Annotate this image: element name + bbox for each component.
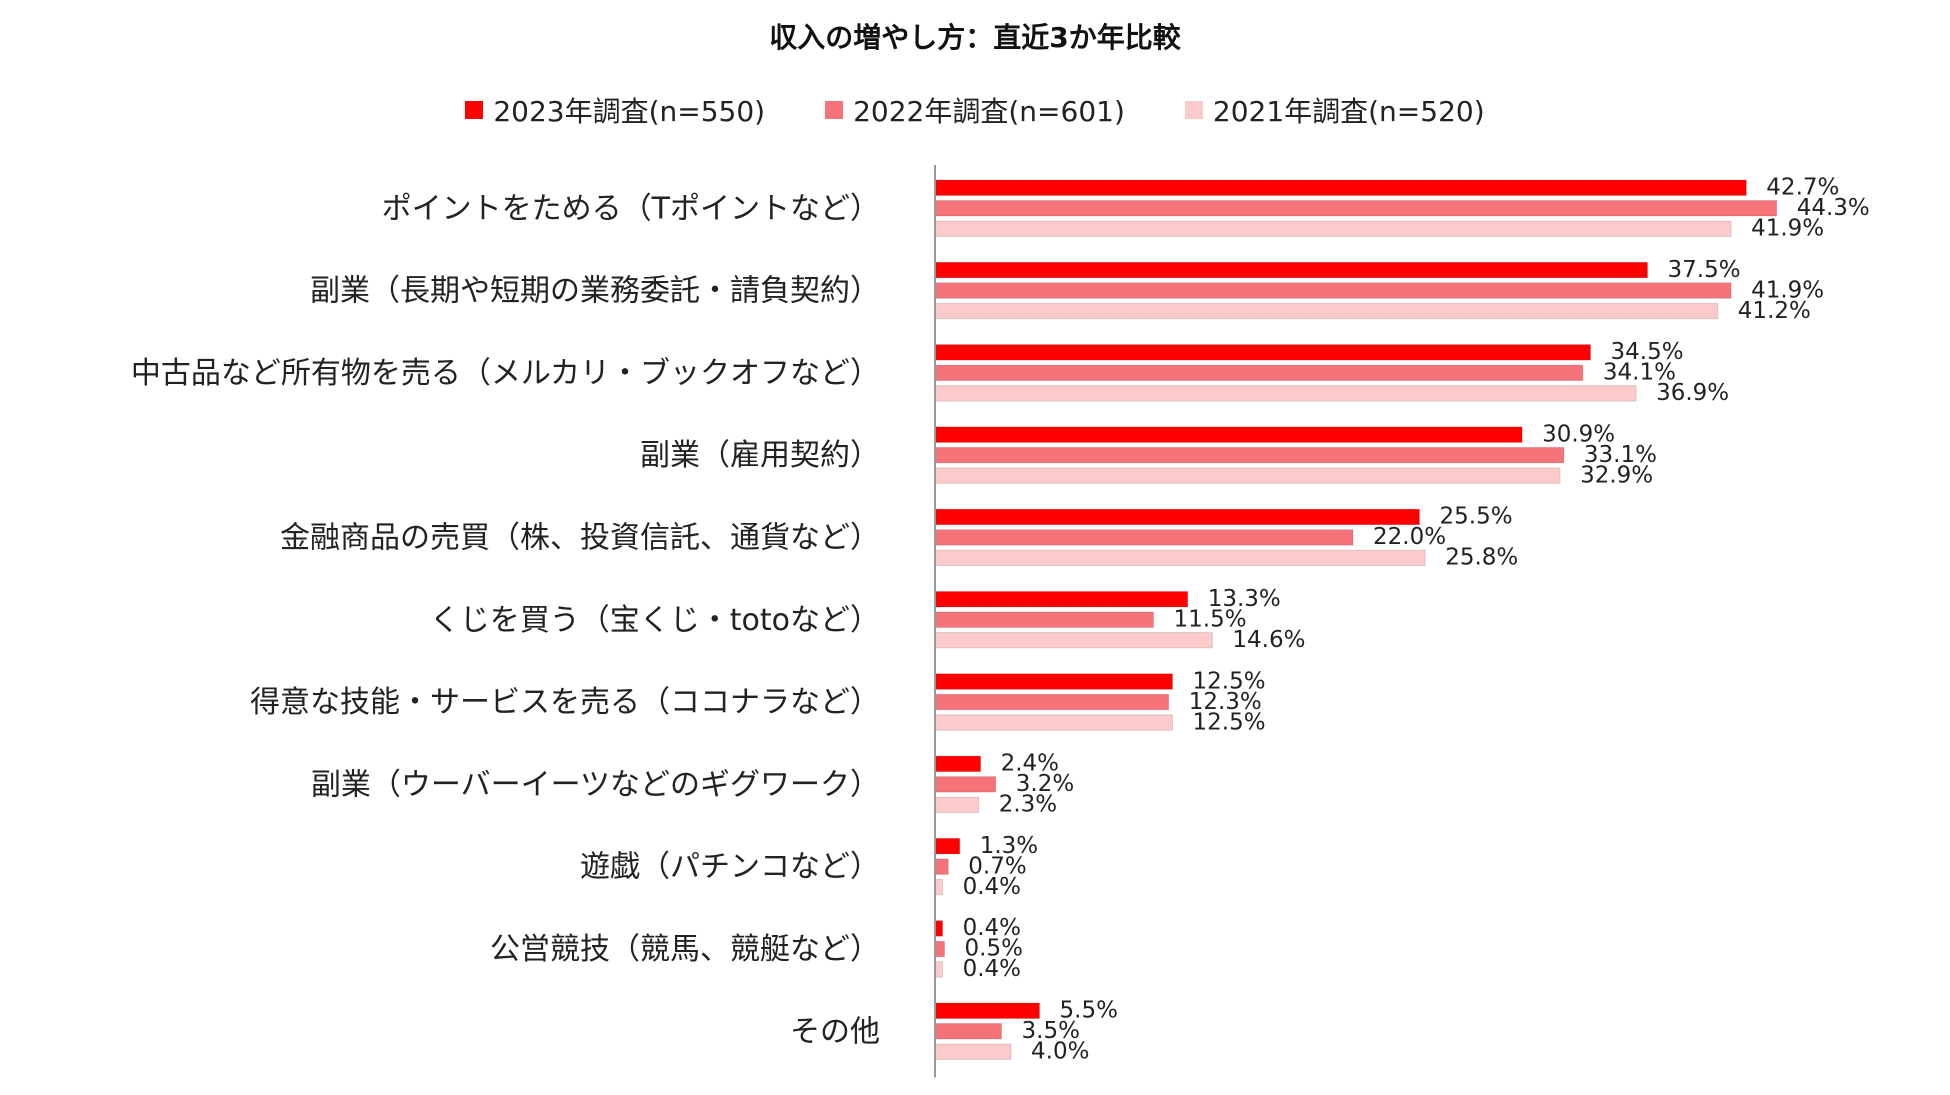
bar xyxy=(934,508,1420,526)
category-label: 公営競技（競馬、競艇など） xyxy=(490,932,880,967)
category-label: その他 xyxy=(790,1014,880,1049)
data-label: 34.1% xyxy=(1603,360,1676,386)
legend-swatch-2022 xyxy=(825,101,844,119)
bar xyxy=(934,961,944,978)
category-label: 遊戯（パチンコなど） xyxy=(580,850,880,885)
data-label: 33.1% xyxy=(1584,442,1657,468)
bar xyxy=(934,529,1354,546)
data-label: 5.5% xyxy=(1060,998,1118,1024)
data-label: 25.8% xyxy=(1445,545,1518,571)
bar xyxy=(934,920,944,937)
bar xyxy=(934,282,1732,299)
data-label: 30.9% xyxy=(1542,421,1615,447)
category-label: 得意な技能・サービスを売る（ココナラなど） xyxy=(250,685,880,720)
chart-title: 収入の増やし方：直近3か年比較 xyxy=(769,21,1181,54)
category-label: くじを買う（宝くじ・totoなど） xyxy=(430,603,880,638)
chart-legend: 2023年調査(n=550) 2022年調査(n=601) 2021年調査(n=… xyxy=(0,90,1950,130)
legend-label-2022: 2022年調査(n=601) xyxy=(853,95,1125,128)
bar xyxy=(934,467,1561,484)
data-label: 2.4% xyxy=(1001,751,1059,777)
legend-label-2023: 2023年調査(n=550) xyxy=(493,95,766,128)
data-label: 41.9% xyxy=(1751,216,1824,242)
data-label: 4.0% xyxy=(1031,1039,1089,1065)
category-label: 副業（長期や短期の業務委託・請負契約） xyxy=(310,274,880,309)
bar xyxy=(934,673,1173,690)
category-label: 金融商品の売買（株、投資信託、通貨など） xyxy=(280,520,880,555)
bar xyxy=(934,858,949,875)
data-label: 0.4% xyxy=(963,956,1021,982)
data-label: 0.4% xyxy=(963,874,1021,900)
legend-item-2021: 2021年調査(n=520) xyxy=(1184,90,1485,130)
legend-item-2023: 2023年調査(n=550) xyxy=(465,90,765,130)
bar xyxy=(934,549,1426,567)
data-label: 22.0% xyxy=(1373,524,1446,550)
bar xyxy=(934,426,1523,443)
data-label: 13.3% xyxy=(1208,586,1281,612)
category-label: 副業（雇用契約） xyxy=(640,438,880,473)
bar xyxy=(934,591,1189,608)
data-label: 41.9% xyxy=(1751,277,1824,303)
category-label: ポイントをためる（Tポイントなど） xyxy=(382,191,880,226)
category-label: 中古品など所有物を売る（メルカリ・ブックオフなど） xyxy=(131,356,880,391)
bar xyxy=(934,220,1732,237)
data-label: 32.9% xyxy=(1580,462,1653,488)
bar xyxy=(934,344,1591,361)
data-label: 36.9% xyxy=(1656,380,1729,406)
data-label: 25.5% xyxy=(1440,504,1513,530)
data-label: 12.3% xyxy=(1189,689,1262,715)
bar xyxy=(934,1002,1040,1019)
data-label: 12.5% xyxy=(1193,709,1266,735)
bar xyxy=(934,385,1637,402)
data-label: 41.2% xyxy=(1738,298,1811,324)
data-label: 14.6% xyxy=(1232,627,1305,653)
bar xyxy=(934,796,980,814)
bar xyxy=(934,302,1719,320)
bar xyxy=(934,179,1747,196)
bar xyxy=(934,1023,1002,1040)
data-label: 12.5% xyxy=(1193,668,1266,694)
data-label: 34.5% xyxy=(1611,339,1684,365)
legend-swatch-2023 xyxy=(465,101,484,119)
bar xyxy=(934,200,1778,217)
bar xyxy=(934,837,961,855)
legend-swatch-2021 xyxy=(1184,101,1203,119)
bar xyxy=(934,632,1213,649)
data-label: 44.3% xyxy=(1797,195,1870,221)
data-label: 3.5% xyxy=(1022,1018,1080,1044)
bar xyxy=(934,693,1170,711)
bar xyxy=(934,446,1565,464)
data-label: 3.2% xyxy=(1016,771,1074,797)
bar xyxy=(934,776,997,793)
category-label: 副業（ウーバーイーツなどのギグワーク） xyxy=(311,767,880,802)
bar xyxy=(934,1043,1012,1060)
data-label: 1.3% xyxy=(980,833,1038,859)
data-label: 0.7% xyxy=(968,853,1026,879)
data-label: 37.5% xyxy=(1668,257,1741,283)
data-label: 11.5% xyxy=(1174,607,1247,633)
data-label: 0.4% xyxy=(963,915,1021,941)
bar xyxy=(934,878,944,896)
data-label: 0.5% xyxy=(965,936,1023,962)
bar xyxy=(934,611,1154,628)
legend-item-2022: 2022年調査(n=601) xyxy=(825,90,1125,130)
legend-label-2021: 2021年調査(n=520) xyxy=(1212,95,1485,128)
bar xyxy=(934,714,1173,731)
bar xyxy=(934,364,1584,382)
bar xyxy=(934,940,945,958)
data-label: 2.3% xyxy=(999,792,1057,818)
bar xyxy=(934,261,1648,279)
data-label: 42.7% xyxy=(1766,175,1839,201)
bar xyxy=(934,755,982,773)
